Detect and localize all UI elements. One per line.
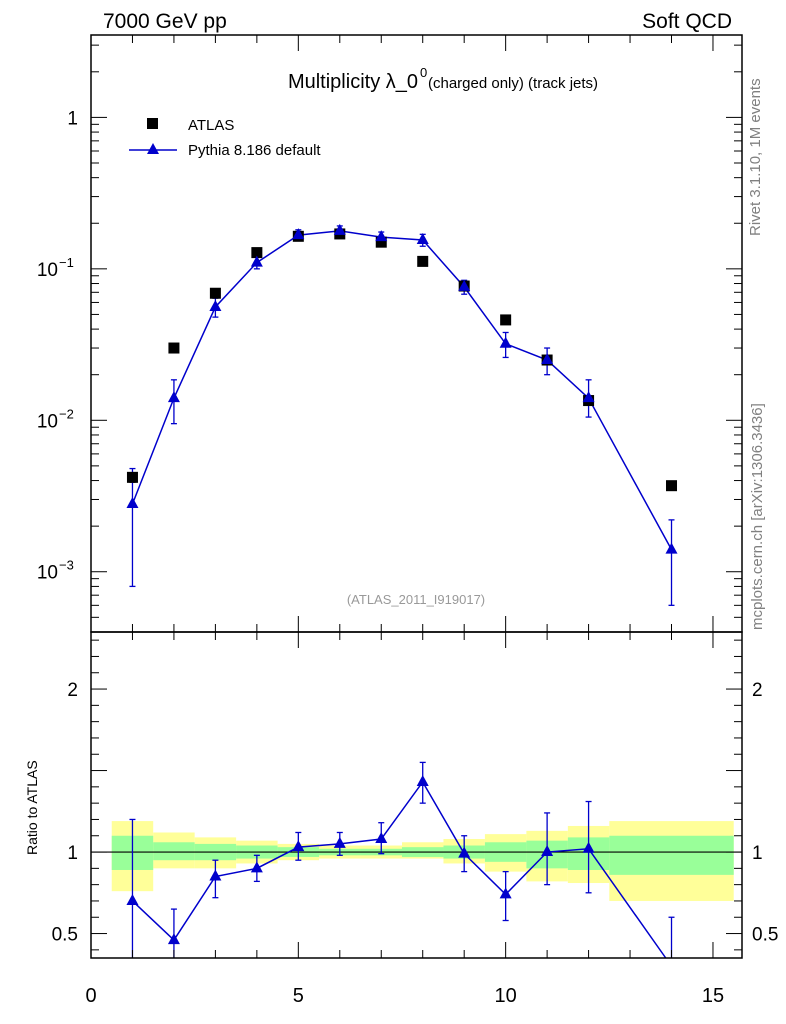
ratio-point [458, 846, 471, 858]
main-point-pythia [250, 255, 263, 267]
main-point-pythia [582, 391, 595, 403]
ratio-point [541, 845, 554, 857]
legend-atlas-marker [147, 118, 158, 129]
ratio-y-tick-label-right: 1 [752, 843, 763, 864]
main-y-tick-label: 10 [37, 563, 58, 584]
ratio-point [126, 893, 139, 905]
ratio-point [582, 841, 595, 853]
main-x-axis [90, 35, 714, 632]
main-y-tick-exponent: −1 [59, 255, 74, 270]
ratio-y-axis: 2 2 1 1 0.5 0.5 [52, 639, 778, 951]
main-points-layer [126, 223, 678, 554]
main-point-atlas [168, 342, 180, 354]
side-label-mcplots: mcplots.cern.ch [arXiv:1306.3436] [749, 403, 766, 630]
main-point-atlas [500, 314, 512, 326]
main-point-atlas [251, 247, 263, 259]
main-point-pythia [209, 299, 222, 311]
ratio-point [333, 836, 346, 848]
ratio-x-tick-label: 0 [85, 985, 96, 1007]
ratio-x-tick-label: 15 [702, 985, 724, 1007]
main-title-text: Multiplicity λ_0 [288, 71, 418, 93]
ratio-point [499, 887, 512, 899]
main-point-pythia [126, 497, 139, 509]
ratio-point [167, 933, 180, 945]
main-point-pythia [541, 353, 554, 365]
header-right: Soft QCD [642, 10, 732, 33]
ratio-points-layer [126, 774, 595, 945]
ratio-y-tick-label-left: 2 [67, 680, 78, 701]
legend-pythia-label: Pythia 8.186 default [188, 142, 321, 159]
side-label-rivet: Rivet 3.1.10, 1M events [747, 78, 764, 236]
ratio-band-green [609, 835, 734, 875]
main-point-atlas [417, 255, 429, 267]
main-point-pythia [458, 279, 471, 291]
main-point-pythia [333, 223, 346, 235]
ratio-x-tick-label: 10 [495, 985, 517, 1007]
main-title: Multiplicity λ_0 0 (charged only) (track… [288, 65, 598, 93]
main-title-sup: 0 [420, 65, 427, 80]
ratio-point [250, 861, 263, 873]
main-point-atlas [126, 471, 138, 483]
ratio-y-tick-label-right: 0.5 [752, 925, 778, 946]
main-point-atlas [375, 236, 387, 248]
ratio-y-tick-label-left: 0.5 [52, 925, 78, 946]
main-point-pythia [292, 228, 305, 240]
main-y-tick-label: 10 [37, 411, 58, 432]
main-y-tick-exponent: −2 [59, 406, 74, 421]
main-point-pythia [167, 391, 180, 403]
main-errorbars-layer [129, 225, 675, 606]
ratio-frame [90, 631, 743, 959]
main-panel: Multiplicity λ_0 0 (charged only) (track… [37, 34, 743, 633]
legend-atlas-label: ATLAS [188, 117, 234, 134]
ratio-point [416, 774, 429, 786]
main-y-tick-label: 1 [67, 108, 78, 129]
legend: ATLAS Pythia 8.186 default [129, 117, 321, 159]
ratio-y-tick-label-left: 1 [67, 843, 78, 864]
main-y-tick-exponent: −3 [59, 558, 74, 573]
main-y-axis: 110−110−210−3 [37, 44, 742, 633]
ratio-point [375, 832, 388, 844]
ratio-y-tick-label-right: 2 [752, 680, 763, 701]
ratio-band-green [153, 842, 195, 861]
main-point-atlas [666, 480, 678, 492]
main-point-atlas [209, 287, 221, 299]
ratio-point [209, 869, 222, 881]
ratio-x-axis: 0 5 10 15 [85, 632, 724, 1007]
header-left: 7000 GeV pp [103, 10, 227, 33]
main-title-suffix: (charged only) (track jets) [428, 75, 598, 92]
ratio-x-tick-label: 5 [293, 985, 304, 1007]
ratio-bands-layer [111, 821, 734, 901]
main-point-pythia [499, 336, 512, 348]
ratio-point [292, 840, 305, 852]
main-point-pythia [665, 542, 678, 554]
main-point-pythia [375, 230, 388, 242]
main-y-tick-label: 10 [37, 260, 58, 281]
ratio-panel: 2 2 1 1 0.5 0.5 0 5 10 15 Ratio to ATLAS [24, 631, 778, 1007]
main-point-pythia [416, 233, 429, 245]
ratio-ylabel: Ratio to ATLAS [24, 760, 40, 855]
main-lines-layer [131, 230, 673, 550]
legend-pythia-marker [147, 143, 159, 154]
main-series-line-pythia [131, 230, 673, 550]
main-watermark: (ATLAS_2011_I919017) [347, 592, 485, 607]
